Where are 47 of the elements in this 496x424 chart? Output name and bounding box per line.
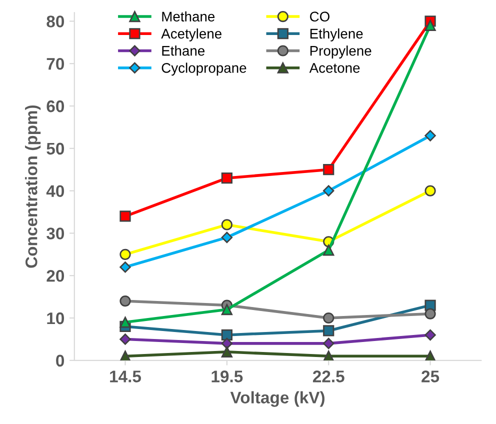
point xyxy=(120,248,131,260)
y-tick-label: 50 xyxy=(46,142,64,155)
point xyxy=(424,130,436,142)
y-tick-label: 80 xyxy=(46,16,64,28)
point xyxy=(323,325,334,336)
point xyxy=(322,338,334,350)
legend-label: Propylene xyxy=(310,46,372,58)
y-tick-label: 60 xyxy=(46,100,64,112)
point xyxy=(323,164,334,176)
point xyxy=(323,312,334,324)
point xyxy=(424,308,436,320)
y-axis-title: Concentration (ppm) xyxy=(25,105,41,268)
point xyxy=(221,232,233,244)
y-tick-label: 20 xyxy=(46,270,64,282)
point xyxy=(221,219,232,230)
legend-label: Acetone xyxy=(309,63,360,73)
y-tick-label: 30 xyxy=(46,228,64,240)
y-tick-label: 40 xyxy=(46,185,64,198)
point xyxy=(120,210,131,222)
point xyxy=(221,329,232,341)
x-tick-label: 25 xyxy=(422,370,440,382)
point xyxy=(323,244,334,256)
point xyxy=(120,334,131,345)
point xyxy=(424,20,436,31)
y-tick-label: 10 xyxy=(47,312,64,324)
point xyxy=(221,304,232,316)
legend-label: Ethylene xyxy=(310,28,363,42)
x-tick-label: 22.5 xyxy=(312,370,344,382)
legend-label: Cyclopropane xyxy=(162,62,246,76)
point xyxy=(120,316,131,328)
point xyxy=(221,338,233,350)
point xyxy=(120,262,131,273)
legend-label: Ethane xyxy=(162,46,205,56)
legend-label: CO xyxy=(310,12,330,22)
point xyxy=(221,172,232,184)
x-tick-label: 14.5 xyxy=(110,370,141,382)
point xyxy=(120,295,131,307)
legend-label: Acetylene xyxy=(161,28,222,42)
y-tick-label: 0 xyxy=(56,354,64,367)
x-tick-label: 19.5 xyxy=(212,370,243,382)
point xyxy=(424,329,436,341)
point xyxy=(221,346,232,358)
point xyxy=(322,185,334,196)
point xyxy=(424,185,436,196)
x-axis-title: Voltage (kV) xyxy=(230,391,324,407)
legend-label: Methane xyxy=(162,11,215,22)
y-tick-label: 70 xyxy=(46,58,64,70)
